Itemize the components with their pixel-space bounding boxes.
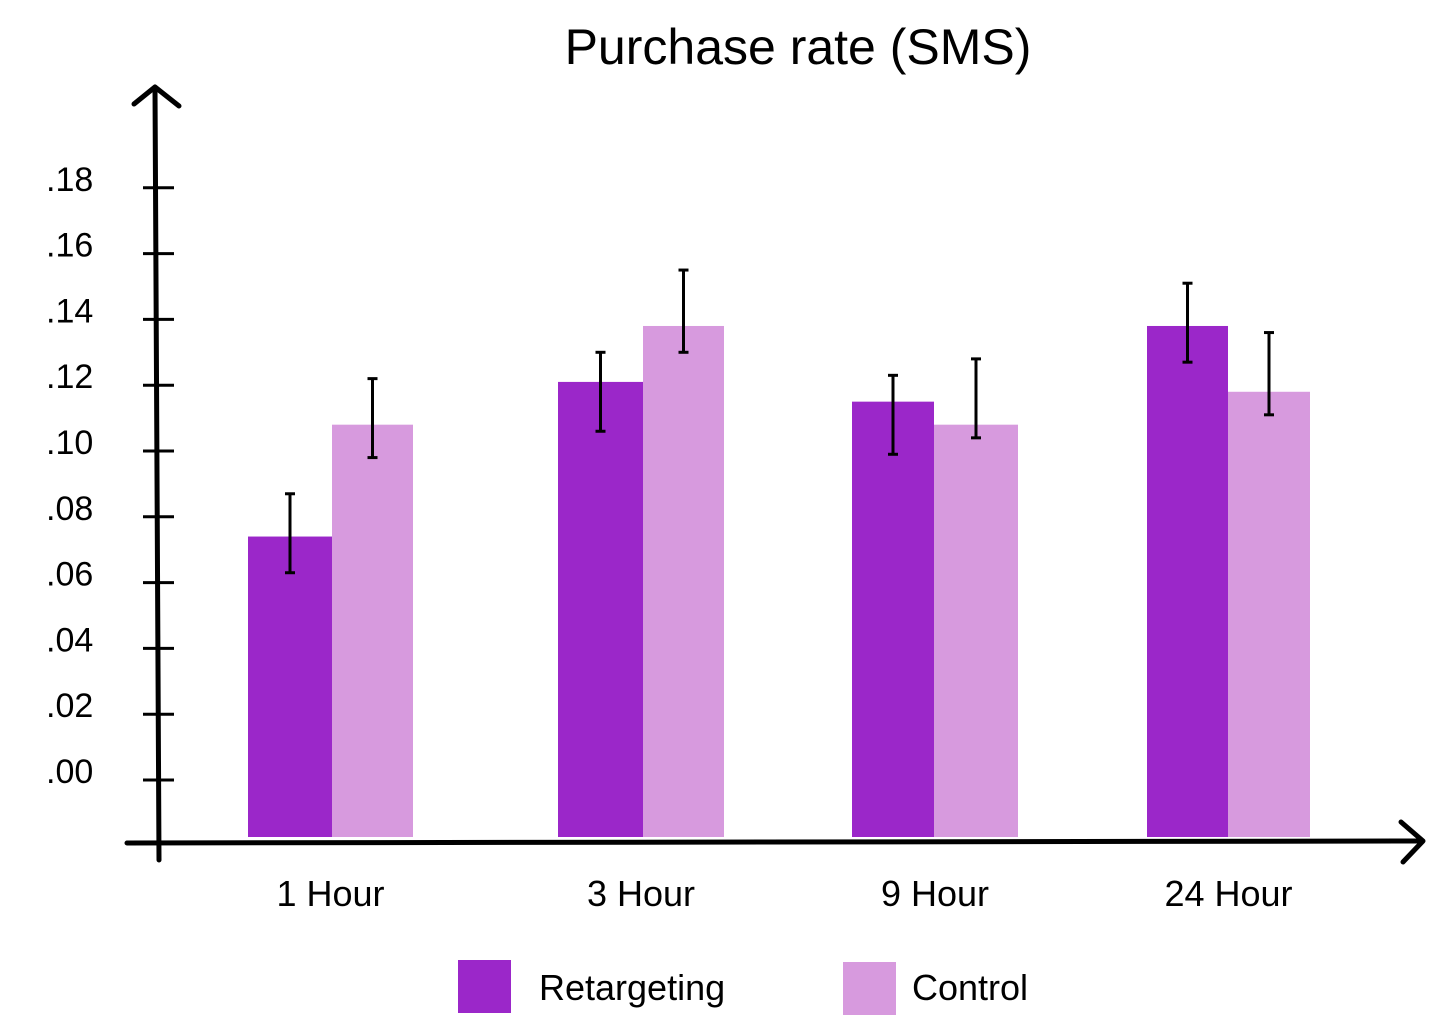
- error-bar-control-2: [971, 357, 981, 440]
- chart-title: Purchase rate (SMS): [565, 19, 1032, 75]
- x-tick-label: 24 Hour: [1164, 873, 1292, 914]
- bar-control-2: [934, 424, 1018, 837]
- error-bar-control-3: [1264, 331, 1274, 417]
- y-tick-label: .02: [46, 687, 93, 725]
- bar-retargeting-1: [558, 381, 643, 837]
- y-tick-label: .12: [46, 358, 93, 396]
- legend-swatch-retargeting: [458, 960, 511, 1013]
- x-axis: 1 Hour 3 Hour 9 Hour 24 Hour: [124, 819, 1426, 914]
- x-tick-label: 9 Hour: [881, 873, 989, 914]
- bar-control-1: [643, 325, 724, 837]
- error-bar-retargeting-0: [285, 492, 295, 575]
- y-axis-line: [152, 85, 162, 863]
- error-bar-control-0: [367, 377, 378, 460]
- error-bars: [285, 268, 1274, 575]
- legend-item-retargeting: Retargeting: [458, 960, 725, 1013]
- x-axis-line: [124, 838, 1425, 846]
- y-tick-label: .16: [46, 227, 93, 265]
- x-axis-arrowhead: [1398, 819, 1426, 865]
- y-tick-label: .18: [46, 161, 93, 199]
- y-axis-arrowhead: [131, 84, 182, 109]
- legend-label-retargeting: Retargeting: [539, 967, 725, 1008]
- y-tick-label: .04: [46, 621, 93, 659]
- legend-swatch-control: [843, 962, 896, 1015]
- y-ticks: .00 .02 .04 .06 .08 .10 .12 .14 .16 .18: [46, 161, 174, 791]
- bar-retargeting-0: [248, 536, 332, 837]
- bars: [248, 325, 1310, 837]
- legend-item-control: Control: [843, 962, 1028, 1015]
- x-tick-label: 3 Hour: [587, 873, 695, 914]
- bar-retargeting-2: [852, 401, 934, 837]
- bar-control-3: [1228, 391, 1310, 837]
- x-tick-labels: 1 Hour 3 Hour 9 Hour 24 Hour: [276, 873, 1292, 914]
- error-bar-retargeting-3: [1182, 281, 1193, 364]
- error-bar-control-1: [678, 268, 689, 354]
- y-axis: .00 .02 .04 .06 .08 .10 .12 .14 .16 .18: [46, 84, 182, 863]
- y-tick-label: .08: [46, 490, 93, 528]
- error-bar-retargeting-1: [595, 350, 606, 433]
- y-tick-label: .10: [46, 424, 93, 462]
- error-bar-retargeting-2: [888, 373, 898, 456]
- bar-control-0: [332, 424, 413, 837]
- y-tick-label: .14: [46, 292, 93, 330]
- x-tick-label: 1 Hour: [276, 873, 384, 914]
- bar-retargeting-3: [1147, 325, 1228, 837]
- y-tick-label: .00: [46, 753, 93, 791]
- legend-label-control: Control: [912, 967, 1028, 1008]
- legend: Retargeting Control: [458, 960, 1028, 1015]
- y-tick-label: .06: [46, 556, 93, 594]
